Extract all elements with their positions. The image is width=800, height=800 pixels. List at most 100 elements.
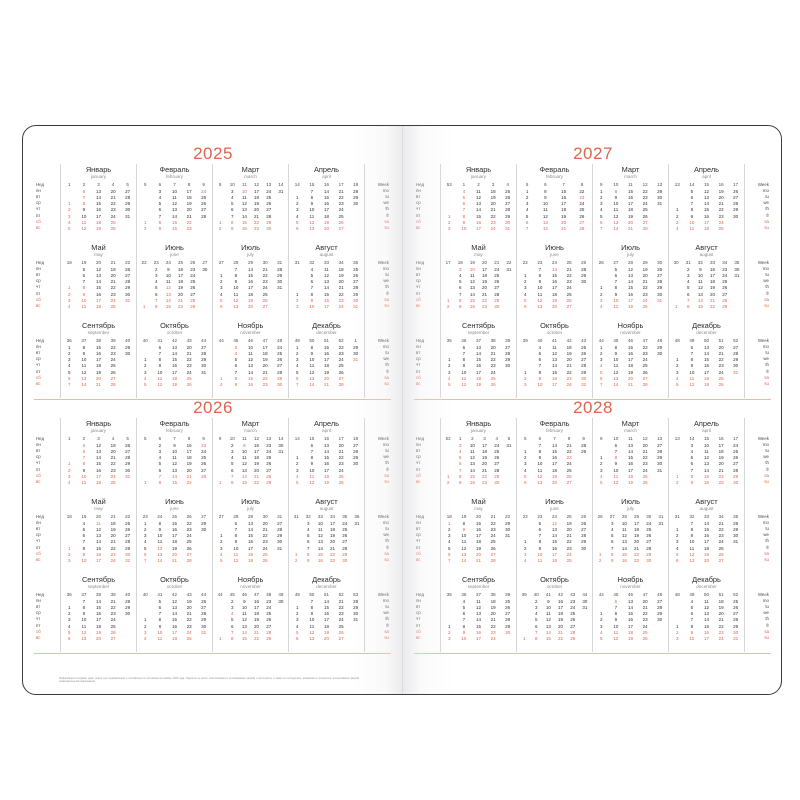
- day-cell: 10: [613, 623, 619, 629]
- week-number: 9: [218, 182, 222, 187]
- day-cell: 15: [95, 345, 101, 351]
- weekday-label: mo: [762, 266, 769, 272]
- week-number: 43: [581, 338, 587, 343]
- day-cell: 15: [475, 357, 481, 363]
- day-cell: 7: [82, 599, 86, 605]
- weekday-label: вс: [36, 556, 41, 562]
- day-cell: 2: [534, 599, 538, 605]
- day-cell: 22: [566, 449, 572, 455]
- week-number-row: 48 49 50 51 52: [670, 337, 743, 345]
- day-row: 1 8 15 22 29: [138, 304, 211, 310]
- week-number: 44: [201, 592, 207, 597]
- day-cell: 13: [703, 195, 709, 201]
- day-cell: 2: [68, 291, 71, 297]
- day-cell: 24: [201, 449, 207, 455]
- day-cell: 31: [201, 629, 207, 635]
- day-cell: 1: [676, 527, 679, 533]
- day-cell: 17: [703, 539, 709, 545]
- day-cell: 10: [613, 297, 619, 303]
- day-cell: 10: [171, 449, 177, 455]
- day-cell: 12: [157, 545, 163, 551]
- day-row: 7 14 21 28: [214, 370, 287, 376]
- day-cell: 22: [710, 303, 716, 309]
- day-cell: 6: [154, 291, 158, 297]
- day-cell: 27: [338, 635, 344, 641]
- day-cell: 29: [581, 449, 587, 455]
- week-number: 40: [142, 592, 148, 597]
- day-cell: 25: [570, 611, 576, 617]
- week-number: 45: [233, 338, 239, 343]
- month-day-grid: 14 15 16 17 18 6 13 20 27 7 14 21 28 1 8 15 22 29 2 9 16 23 30…: [290, 435, 363, 486]
- day-cell: 11: [233, 551, 239, 557]
- day-cell: 30: [646, 557, 652, 563]
- day-cell: [500, 558, 515, 564]
- weekday-label: вс: [36, 224, 41, 230]
- day-cell: 21: [718, 467, 724, 473]
- day-cell: 19: [186, 599, 192, 605]
- day-cell: 5: [676, 551, 679, 557]
- week-label-ru: Нед: [36, 436, 45, 441]
- day-cell: [351, 558, 363, 564]
- day-cell: 15: [627, 455, 633, 461]
- day-cell: 29: [266, 479, 272, 485]
- day-cell: 10: [81, 617, 87, 623]
- day-cell: 8: [458, 473, 462, 479]
- weekday-label: вс: [36, 380, 41, 386]
- day-cell: 21: [627, 225, 633, 231]
- day-cell: 13: [475, 345, 481, 351]
- day-cell: 13: [703, 345, 709, 351]
- day-cell: 9: [82, 467, 86, 473]
- week-number: 39: [522, 338, 528, 343]
- day-row: 5 12 19 26: [518, 617, 591, 623]
- day-row: 7 14 21 28: [442, 207, 515, 213]
- day-cell: 14: [95, 195, 101, 201]
- day-cell: 30: [505, 363, 511, 369]
- day-cell: 14: [317, 545, 323, 551]
- month-name-en: july: [627, 252, 634, 257]
- day-cell: 14: [171, 213, 177, 219]
- day-cell: 21: [566, 443, 572, 449]
- day-cell: 3: [306, 521, 310, 527]
- day-cell: [348, 636, 363, 642]
- day-cell: 29: [125, 285, 131, 291]
- week-number: 33: [323, 260, 329, 265]
- weekday-label: su: [764, 478, 769, 484]
- month-name-ru: Сентябрь: [461, 575, 496, 584]
- day-cell: 23: [570, 599, 576, 605]
- day-cell: 27: [186, 551, 192, 557]
- day-cell: 17: [254, 605, 260, 611]
- day-cell: [275, 226, 287, 232]
- month-name-ru: Июль: [241, 243, 260, 252]
- day-row: 2 9 16 23 30: [670, 363, 743, 369]
- month-name-ru: Октябрь: [540, 321, 569, 330]
- day-row: 4 11 18 25: [138, 195, 211, 201]
- day-cell: 8: [614, 345, 618, 351]
- day-row: 5 12 19 26: [290, 370, 363, 376]
- day-cell: 11: [613, 629, 619, 635]
- weekday-labels-ru: Нед пн вт ср чт пт сб вс: [34, 418, 60, 496]
- day-cell: 20: [475, 551, 481, 557]
- day-row: 3 10 17 24 31: [214, 546, 287, 552]
- day-cell: 11: [689, 375, 695, 381]
- week-number: 16: [718, 436, 724, 441]
- month-name-en: march: [624, 428, 637, 433]
- month-day-grid: 1 2 3 4 5 5 12 19 26 6 13 20 27 7 14 21 28 1 8 15 22 29 2 9 16 23…: [62, 435, 135, 486]
- day-cell: 17: [710, 273, 716, 279]
- day-cell: 31: [734, 273, 740, 279]
- day-cell: 27: [505, 201, 511, 207]
- day-cell: 30: [657, 195, 663, 201]
- day-row: 6 13 20 27: [138, 345, 211, 351]
- day-cell: 27: [338, 225, 344, 231]
- week-number: 51: [718, 592, 724, 597]
- day-cell: 4: [524, 291, 527, 297]
- week-number: 1: [68, 436, 71, 441]
- week-number: 18: [457, 260, 463, 265]
- week-number: 35: [353, 260, 359, 265]
- day-row: 1 8 15 22 29: [214, 376, 287, 382]
- day-cell: 16: [241, 225, 247, 231]
- day-cell: 5: [230, 617, 234, 623]
- day-cell: 29: [733, 473, 739, 479]
- day-cell: 24: [718, 539, 724, 545]
